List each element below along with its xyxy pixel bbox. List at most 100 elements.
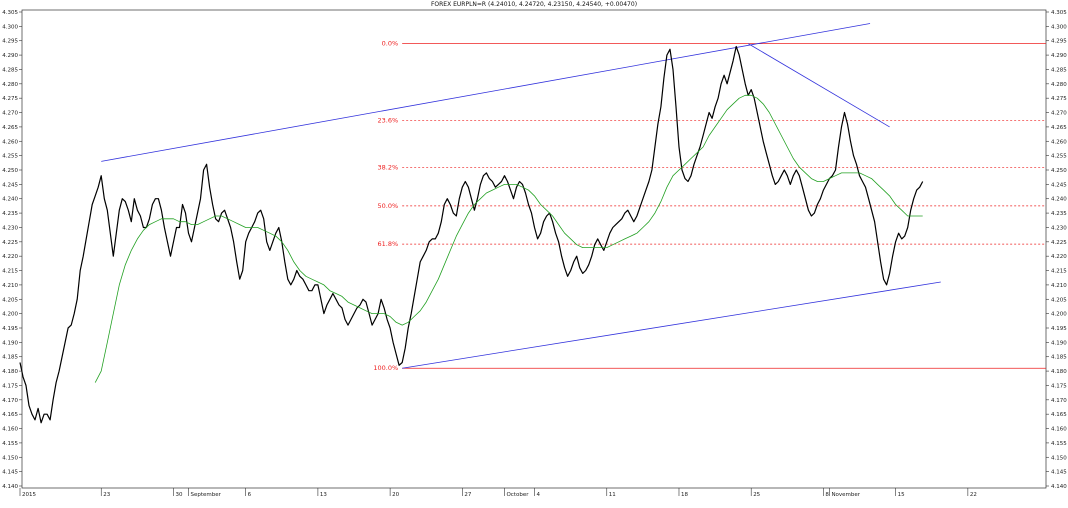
y-tick-label: 4.230 — [1051, 225, 1067, 231]
y-tick-label: 4.250 — [2, 168, 18, 174]
x-tick-label: 23 — [103, 492, 110, 498]
y-tick-label: 4.255 — [2, 154, 18, 160]
moving-average-line — [94, 94, 923, 383]
fib-level-label: 50.0% — [377, 202, 398, 210]
y-tick-label: 4.245 — [2, 182, 18, 188]
y-tick-label: 4.215 — [2, 269, 18, 275]
y-tick-label: 4.205 — [1051, 297, 1067, 303]
y-tick-label: 4.210 — [2, 283, 18, 289]
y-tick-label: 4.215 — [1051, 269, 1067, 275]
series-layer — [19, 45, 924, 424]
y-tick-label: 4.225 — [1051, 240, 1067, 246]
chart-title: FOREX EURPLN=R (4.24010, 4.24720, 4.2315… — [431, 1, 637, 8]
x-tick-label: 2015 — [22, 492, 36, 498]
fibonacci-retracement: 0.0% 23.6% 38.2% 50.0% 61.8% 100.0% — [373, 40, 1046, 372]
y-tick-label: 4.255 — [1051, 154, 1067, 160]
y-tick-label: 4.275 — [2, 96, 18, 102]
y-tick-label: 4.280 — [1051, 82, 1067, 88]
x-tick-label: 22 — [970, 492, 977, 498]
y-tick-label: 4.290 — [1051, 53, 1067, 59]
y-tick-label: 4.185 — [2, 355, 18, 361]
y-tick-label: 4.305 — [2, 10, 18, 16]
y-tick-label: 4.140 — [1051, 484, 1067, 490]
y-tick-label: 4.195 — [2, 326, 18, 332]
y-tick-label: 4.170 — [1051, 398, 1067, 404]
y-tick-label: 4.200 — [1051, 312, 1067, 318]
y-tick-label: 4.180 — [2, 369, 18, 375]
x-tick-label: October — [506, 492, 529, 498]
y-tick-label: 4.250 — [1051, 168, 1067, 174]
x-tick-label: 11 — [609, 492, 616, 498]
y-tick-label: 4.285 — [1051, 67, 1067, 73]
y-tick-label: 4.155 — [1051, 441, 1067, 447]
y-tick-label: 4.240 — [2, 197, 18, 203]
y-tick-label: 4.285 — [2, 67, 18, 73]
plot-border — [21, 9, 1047, 489]
y-tick-label: 4.305 — [1051, 10, 1067, 16]
trendline — [747, 43, 890, 128]
x-tick-label: 25 — [753, 492, 760, 498]
price-line — [19, 45, 924, 424]
y-tick-label: 4.240 — [1051, 197, 1067, 203]
y-tick-label: 4.260 — [1051, 139, 1067, 145]
y-tick-label: 4.300 — [1051, 24, 1067, 30]
y-tick-label: 4.145 — [2, 470, 18, 476]
y-tick-label: 4.205 — [2, 297, 18, 303]
x-tick-label: November — [831, 492, 860, 498]
fib-level-label: 100.0% — [373, 364, 398, 372]
y-tick-label: 4.165 — [2, 412, 18, 418]
x-tick-label: 15 — [898, 492, 905, 498]
y-tick-label: 4.280 — [2, 82, 18, 88]
y-tick-label: 4.295 — [2, 39, 18, 45]
y-tick-label: 4.290 — [2, 53, 18, 59]
y-tick-label: 4.210 — [1051, 283, 1067, 289]
y-tick-label: 4.275 — [1051, 96, 1067, 102]
y-axis-right: 4.140 4.145 4.150 4.155 4.160 4.165 4.170 4.175… — [1046, 10, 1067, 490]
y-tick-label: 4.190 — [1051, 340, 1067, 346]
y-tick-label: 4.260 — [2, 139, 18, 145]
fib-level-label: 23.6% — [377, 116, 398, 124]
x-tick-label: 6 — [248, 492, 252, 498]
x-tick-label: September — [191, 492, 222, 498]
x-tick-label: 13 — [320, 492, 327, 498]
y-tick-label: 4.235 — [1051, 211, 1067, 217]
trendlines — [101, 23, 941, 369]
y-tick-label: 4.230 — [2, 225, 18, 231]
y-tick-label: 4.225 — [2, 240, 18, 246]
y-tick-label: 4.140 — [2, 484, 18, 490]
y-tick-label: 4.295 — [1051, 39, 1067, 45]
trendline — [101, 23, 871, 162]
x-tick-label: 18 — [681, 492, 688, 498]
y-tick-label: 4.165 — [1051, 412, 1067, 418]
x-tick-label: 8 — [825, 492, 829, 498]
y-tick-label: 4.270 — [2, 111, 18, 117]
y-tick-label: 4.150 — [1051, 455, 1067, 461]
y-tick-label: 4.300 — [2, 24, 18, 30]
y-tick-label: 4.245 — [1051, 182, 1067, 188]
y-tick-label: 4.190 — [2, 340, 18, 346]
y-tick-label: 4.145 — [1051, 470, 1067, 476]
y-tick-label: 4.220 — [2, 254, 18, 260]
y-tick-label: 4.270 — [1051, 111, 1067, 117]
fib-level-label: 0.0% — [382, 40, 399, 48]
y-tick-label: 4.265 — [2, 125, 18, 131]
y-tick-label: 4.170 — [2, 398, 18, 404]
x-tick-label: 30 — [175, 492, 182, 498]
y-tick-label: 4.265 — [1051, 125, 1067, 131]
y-tick-label: 4.180 — [1051, 369, 1067, 375]
y-tick-label: 4.235 — [2, 211, 18, 217]
x-tick-label: 20 — [392, 492, 399, 498]
fib-level-label: 38.2% — [377, 164, 398, 172]
y-tick-label: 4.220 — [1051, 254, 1067, 260]
plot-frame — [21, 9, 1047, 489]
y-tick-label: 4.185 — [1051, 355, 1067, 361]
y-tick-label: 4.175 — [1051, 383, 1067, 389]
fib-level-label: 61.8% — [377, 240, 398, 248]
y-tick-label: 4.200 — [2, 312, 18, 318]
trendline — [402, 281, 941, 369]
x-tick-label: 27 — [464, 492, 471, 498]
y-tick-label: 4.160 — [1051, 427, 1067, 433]
y-tick-label: 4.150 — [2, 455, 18, 461]
